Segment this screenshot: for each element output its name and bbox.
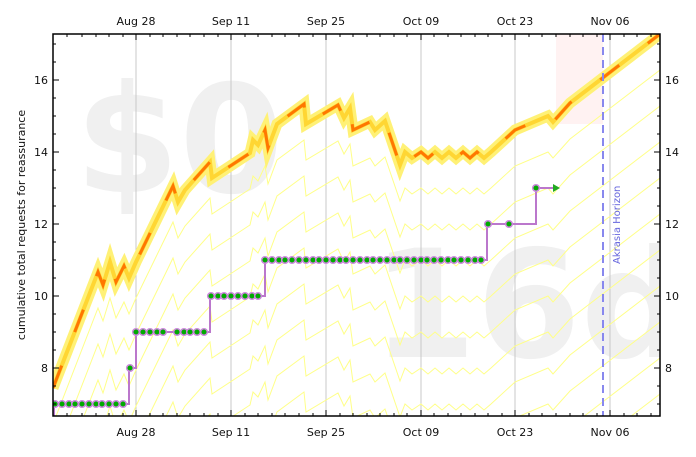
svg-text:Nov 06: Nov 06 bbox=[591, 426, 630, 439]
akrasia-horizon-label: Akrasia Horizon bbox=[612, 186, 623, 264]
svg-text:Oct 09: Oct 09 bbox=[403, 15, 440, 28]
svg-text:16: 16 bbox=[665, 74, 679, 87]
svg-text:14: 14 bbox=[665, 146, 679, 159]
svg-text:Sep 25: Sep 25 bbox=[307, 426, 345, 439]
svg-text:Sep 11: Sep 11 bbox=[212, 426, 250, 439]
svg-text:12: 12 bbox=[665, 218, 679, 231]
svg-text:8: 8 bbox=[41, 362, 48, 375]
svg-text:16: 16 bbox=[34, 74, 48, 87]
watermark-days: 16d bbox=[372, 219, 688, 393]
y-ticks bbox=[53, 43, 660, 405]
datapoints bbox=[53, 183, 541, 409]
svg-text:Oct 09: Oct 09 bbox=[403, 426, 440, 439]
y-axis-label: cumulative total requests for reassuranc… bbox=[15, 110, 28, 340]
x-tick-labels-bottom: Aug 28 Sep 11 Sep 25 Oct 09 Oct 23 Nov 0… bbox=[117, 426, 630, 439]
datapoint-step-line bbox=[53, 188, 537, 416]
y-tick-labels-left: 16 14 12 10 8 bbox=[34, 74, 48, 375]
y-tick-labels-right: 16 14 12 10 8 bbox=[665, 74, 679, 375]
svg-text:Oct 23: Oct 23 bbox=[497, 426, 534, 439]
svg-text:Aug 28: Aug 28 bbox=[117, 426, 156, 439]
svg-text:Nov 06: Nov 06 bbox=[591, 15, 630, 28]
plot-frame bbox=[52, 33, 661, 417]
x-tick-labels-top: Aug 28 Sep 11 Sep 25 Oct 09 Oct 23 Nov 0… bbox=[117, 15, 630, 28]
svg-text:10: 10 bbox=[665, 290, 679, 303]
svg-text:Oct 23: Oct 23 bbox=[497, 15, 534, 28]
svg-text:Sep 11: Sep 11 bbox=[212, 15, 250, 28]
svg-text:10: 10 bbox=[34, 290, 48, 303]
svg-text:8: 8 bbox=[665, 362, 672, 375]
svg-text:14: 14 bbox=[34, 146, 48, 159]
svg-text:Sep 25: Sep 25 bbox=[307, 15, 345, 28]
x-minor-ticks bbox=[66, 34, 652, 416]
svg-text:Aug 28: Aug 28 bbox=[117, 15, 156, 28]
svg-text:12: 12 bbox=[34, 218, 48, 231]
